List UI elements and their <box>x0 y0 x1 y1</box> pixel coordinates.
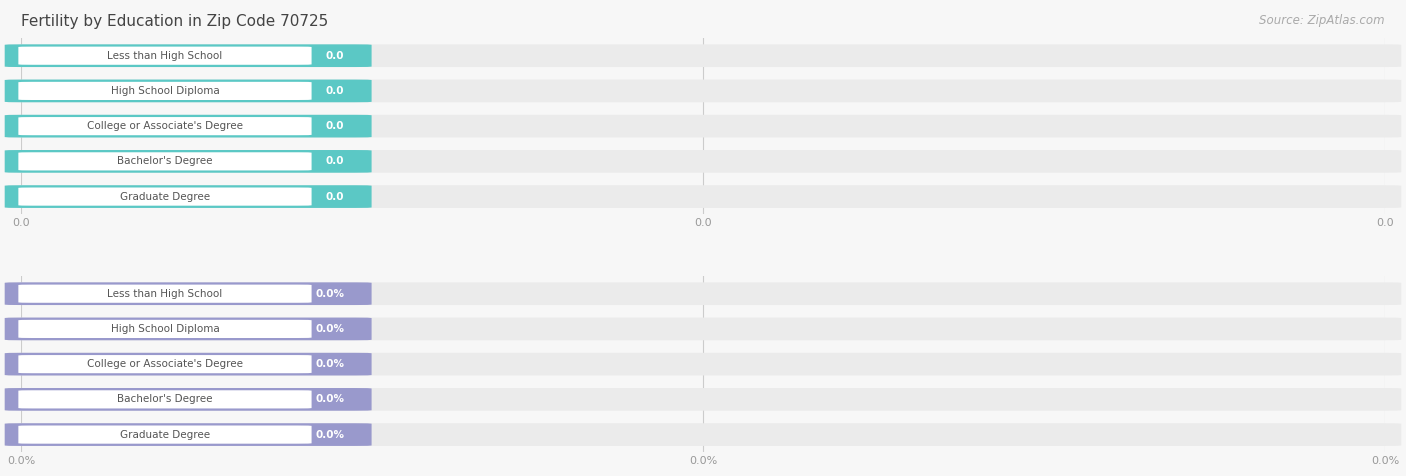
Text: 0.0: 0.0 <box>326 121 344 131</box>
FancyBboxPatch shape <box>18 426 312 444</box>
FancyBboxPatch shape <box>18 152 312 170</box>
Text: Source: ZipAtlas.com: Source: ZipAtlas.com <box>1260 14 1385 27</box>
Text: Bachelor's Degree: Bachelor's Degree <box>117 156 212 167</box>
Text: Graduate Degree: Graduate Degree <box>120 191 209 202</box>
FancyBboxPatch shape <box>4 79 371 102</box>
Text: 0.0: 0.0 <box>326 191 344 202</box>
FancyBboxPatch shape <box>4 388 1402 411</box>
FancyBboxPatch shape <box>18 47 312 65</box>
FancyBboxPatch shape <box>18 355 312 373</box>
FancyBboxPatch shape <box>4 150 1402 173</box>
Text: 0.0: 0.0 <box>326 86 344 96</box>
Text: 0.0%: 0.0% <box>315 394 344 405</box>
FancyBboxPatch shape <box>18 82 312 100</box>
Text: High School Diploma: High School Diploma <box>111 86 219 96</box>
FancyBboxPatch shape <box>4 317 1402 340</box>
Text: Less than High School: Less than High School <box>107 288 222 299</box>
FancyBboxPatch shape <box>4 185 371 208</box>
FancyBboxPatch shape <box>4 317 371 340</box>
FancyBboxPatch shape <box>4 150 371 173</box>
FancyBboxPatch shape <box>4 44 1402 67</box>
FancyBboxPatch shape <box>4 353 1402 376</box>
FancyBboxPatch shape <box>4 388 371 411</box>
FancyBboxPatch shape <box>4 282 371 305</box>
FancyBboxPatch shape <box>4 423 1402 446</box>
Text: Bachelor's Degree: Bachelor's Degree <box>117 394 212 405</box>
FancyBboxPatch shape <box>4 115 1402 138</box>
Text: 0.0: 0.0 <box>326 50 344 61</box>
FancyBboxPatch shape <box>4 44 371 67</box>
FancyBboxPatch shape <box>4 79 1402 102</box>
FancyBboxPatch shape <box>18 188 312 206</box>
FancyBboxPatch shape <box>18 117 312 135</box>
Text: 0.0%: 0.0% <box>315 359 344 369</box>
Text: Less than High School: Less than High School <box>107 50 222 61</box>
FancyBboxPatch shape <box>18 320 312 338</box>
Text: 0.0%: 0.0% <box>315 324 344 334</box>
FancyBboxPatch shape <box>4 423 371 446</box>
FancyBboxPatch shape <box>4 115 371 138</box>
Text: 0.0%: 0.0% <box>315 288 344 299</box>
FancyBboxPatch shape <box>4 282 1402 305</box>
Text: High School Diploma: High School Diploma <box>111 324 219 334</box>
FancyBboxPatch shape <box>4 353 371 376</box>
Text: Fertility by Education in Zip Code 70725: Fertility by Education in Zip Code 70725 <box>21 14 329 30</box>
Text: College or Associate's Degree: College or Associate's Degree <box>87 121 243 131</box>
Text: Graduate Degree: Graduate Degree <box>120 429 209 440</box>
Text: 0.0: 0.0 <box>326 156 344 167</box>
Text: 0.0%: 0.0% <box>315 429 344 440</box>
Text: College or Associate's Degree: College or Associate's Degree <box>87 359 243 369</box>
FancyBboxPatch shape <box>18 390 312 408</box>
FancyBboxPatch shape <box>18 285 312 303</box>
FancyBboxPatch shape <box>4 185 1402 208</box>
